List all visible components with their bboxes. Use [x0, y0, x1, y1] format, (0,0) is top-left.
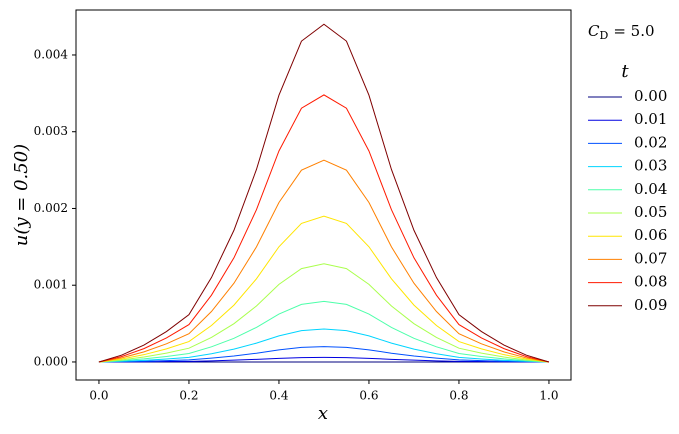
- x-tick-label: 0.8: [449, 389, 468, 403]
- x-tick-label: 0.0: [89, 389, 108, 403]
- legend-label: 0.04: [634, 180, 667, 198]
- annotation-subscript: D: [599, 29, 608, 42]
- y-tick-label: 0.004: [34, 47, 69, 61]
- x-axis-label: x: [318, 403, 328, 424]
- series-line: [98, 356, 549, 363]
- y-axis-label: u(y = 0.50): [11, 144, 32, 246]
- annotation-text: = 5.0: [613, 22, 654, 40]
- x-tick-label: 0.6: [359, 389, 378, 403]
- y-tick-label: 0.002: [34, 201, 68, 215]
- legend-label: 0.00: [634, 87, 667, 105]
- series-line: [98, 215, 550, 363]
- legend-label: 0.08: [634, 273, 667, 291]
- plot-frame: [75, 9, 572, 381]
- series-line: [98, 300, 549, 363]
- series-line: [98, 159, 550, 363]
- legend-label: 0.09: [634, 296, 667, 314]
- legend-label: 0.07: [634, 249, 667, 267]
- annotation-symbol: C: [588, 22, 600, 40]
- series-line: [98, 94, 550, 363]
- series-line: [98, 346, 549, 363]
- y-tick-label: 0.003: [34, 124, 68, 138]
- x-tick-label: 0.4: [269, 389, 288, 403]
- legend-label: 0.05: [634, 203, 667, 221]
- series-line: [98, 328, 549, 363]
- legend-title: t: [621, 61, 629, 82]
- legend-label: 0.01: [634, 110, 667, 128]
- annotation: CD = 5.0: [588, 22, 655, 42]
- series-line: [98, 23, 550, 363]
- legend-label: 0.06: [634, 226, 667, 244]
- x-tick-label: 0.2: [179, 389, 198, 403]
- series-line: [98, 263, 549, 363]
- y-tick-label: 0.001: [34, 278, 68, 292]
- legend-label: 0.03: [634, 157, 667, 175]
- legend-label: 0.02: [634, 133, 667, 151]
- x-tick-label: 1.0: [539, 389, 558, 403]
- y-tick-label: 0.000: [34, 354, 68, 368]
